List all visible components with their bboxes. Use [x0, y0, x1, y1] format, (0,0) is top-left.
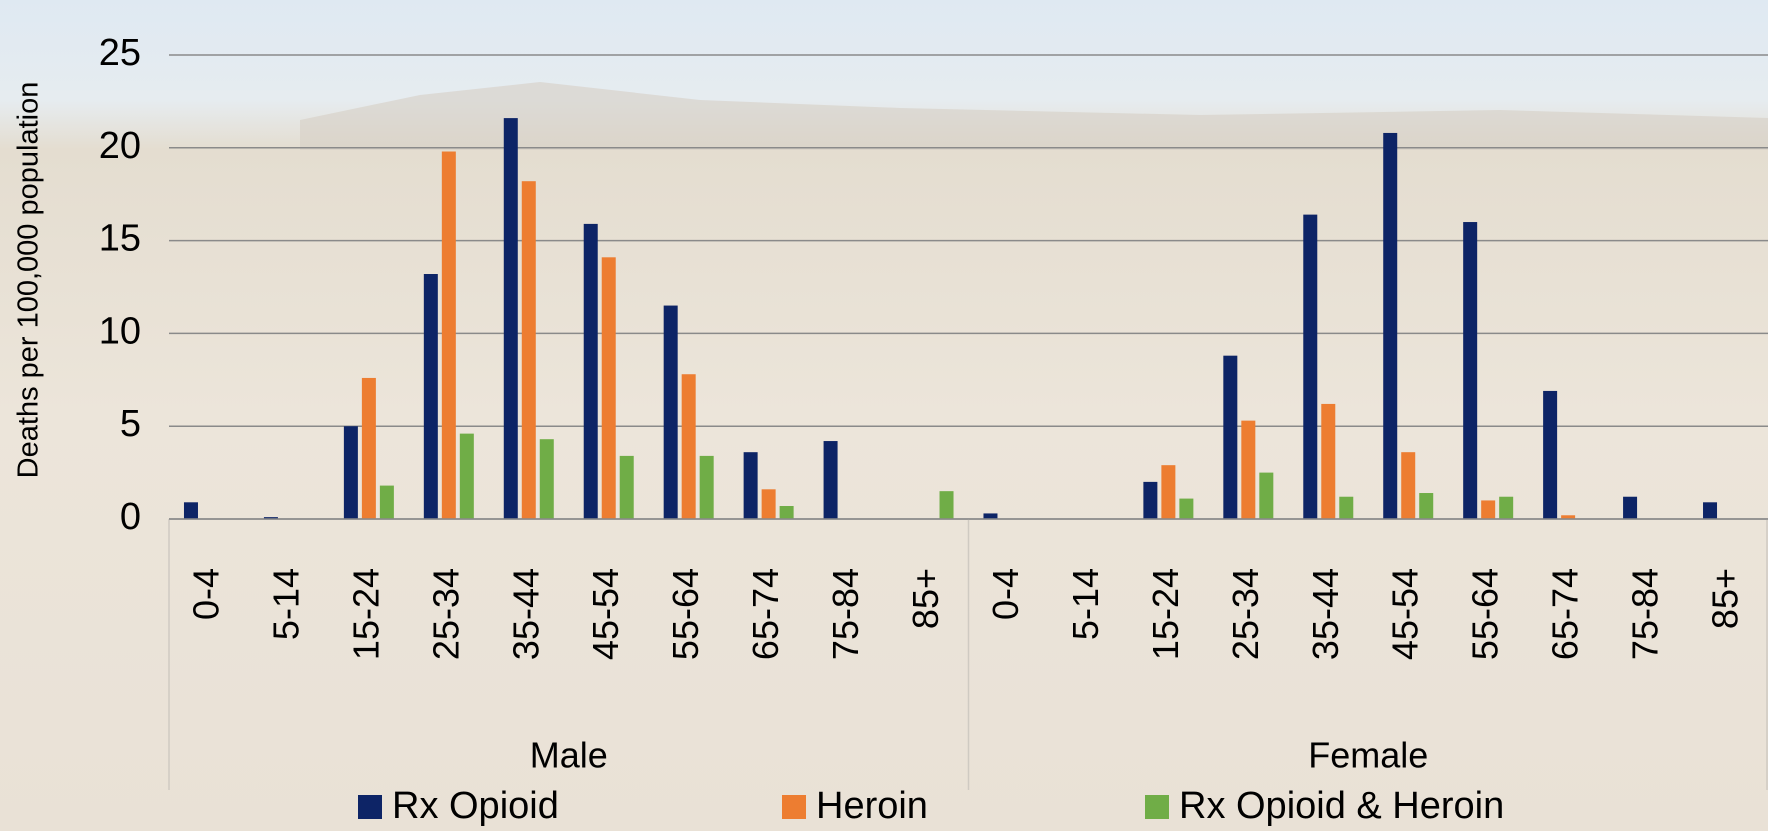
- y-axis-title: Deaths per 100,000 population: [13, 82, 45, 479]
- x-tick-label: 75-84: [825, 568, 866, 660]
- x-tick-label: 85+: [905, 568, 946, 629]
- bar: [1241, 421, 1255, 519]
- legend-marker: [1145, 795, 1169, 819]
- y-tick-label: 20: [99, 125, 141, 167]
- bar: [424, 274, 438, 519]
- bar: [602, 257, 616, 519]
- bar: [1703, 502, 1717, 519]
- x-tick-label: 5-14: [265, 568, 306, 640]
- y-tick-label: 25: [99, 32, 141, 74]
- bar: [700, 456, 714, 519]
- legend-marker: [358, 795, 382, 819]
- y-tick-label: 10: [99, 310, 141, 352]
- legend-marker: [782, 795, 806, 819]
- bar: [1401, 452, 1415, 519]
- bar: [664, 306, 678, 519]
- y-tick-label: 5: [120, 403, 141, 445]
- x-tick-label: 45-54: [1385, 568, 1426, 660]
- x-tick-label: 55-64: [1465, 568, 1506, 660]
- x-tick-label: 65-74: [1545, 568, 1586, 660]
- bar: [1303, 215, 1317, 519]
- bar: [1623, 497, 1637, 519]
- x-tick-label: 45-54: [585, 568, 626, 660]
- bar: [1499, 497, 1513, 519]
- bar: [1179, 499, 1193, 519]
- bar: [1259, 473, 1273, 519]
- bar: [540, 439, 554, 519]
- x-tick-label: 25-34: [1225, 568, 1266, 660]
- bar: [824, 441, 838, 519]
- bar: [1419, 493, 1433, 519]
- x-tick-label: 15-24: [1145, 568, 1186, 660]
- group-label: Female: [1308, 735, 1428, 776]
- bar: [1339, 497, 1353, 519]
- bar: [1383, 133, 1397, 519]
- bar: [1543, 391, 1557, 519]
- x-tick-label: 35-44: [505, 568, 546, 660]
- group-label: Male: [530, 735, 608, 776]
- bar: [460, 434, 474, 519]
- x-tick-label: 15-24: [345, 568, 386, 660]
- x-tick-label: 55-64: [665, 568, 706, 660]
- bar: [522, 181, 536, 519]
- bar: [362, 378, 376, 519]
- x-tick-label: 65-74: [745, 568, 786, 660]
- x-tick-label: 0-4: [185, 568, 226, 620]
- y-tick-label: 15: [99, 218, 141, 260]
- chart: Deaths per 100,000 population 0 5 10 15 20 25…: [0, 0, 1768, 831]
- bar: [380, 486, 394, 519]
- bar: [620, 456, 634, 519]
- bar: [1143, 482, 1157, 519]
- bar: [983, 513, 997, 519]
- bar: [744, 452, 758, 519]
- x-tick-label: 0-4: [985, 568, 1026, 620]
- bar: [762, 489, 776, 519]
- y-tick-label: 0: [120, 496, 141, 538]
- legend-label: Rx Opioid & Heroin: [1179, 785, 1504, 827]
- legend-label: Rx Opioid: [392, 785, 559, 827]
- bar: [344, 426, 358, 519]
- bar: [584, 224, 598, 519]
- bar: [1463, 222, 1477, 519]
- bar: [1481, 500, 1495, 519]
- x-tick-label: 25-34: [425, 568, 466, 660]
- x-tick-label: 85+: [1705, 568, 1746, 629]
- bar: [1321, 404, 1335, 519]
- bar: [682, 374, 696, 519]
- legend-label: Heroin: [816, 785, 928, 827]
- bar: [780, 506, 794, 519]
- bar: [184, 502, 198, 519]
- x-tick-label: 75-84: [1625, 568, 1666, 660]
- bar: [940, 491, 954, 519]
- bar: [442, 152, 456, 519]
- bar: [1161, 465, 1175, 519]
- x-tick-label: 5-14: [1065, 568, 1106, 640]
- bar: [504, 118, 518, 519]
- bar: [1223, 356, 1237, 519]
- x-tick-label: 35-44: [1305, 568, 1346, 660]
